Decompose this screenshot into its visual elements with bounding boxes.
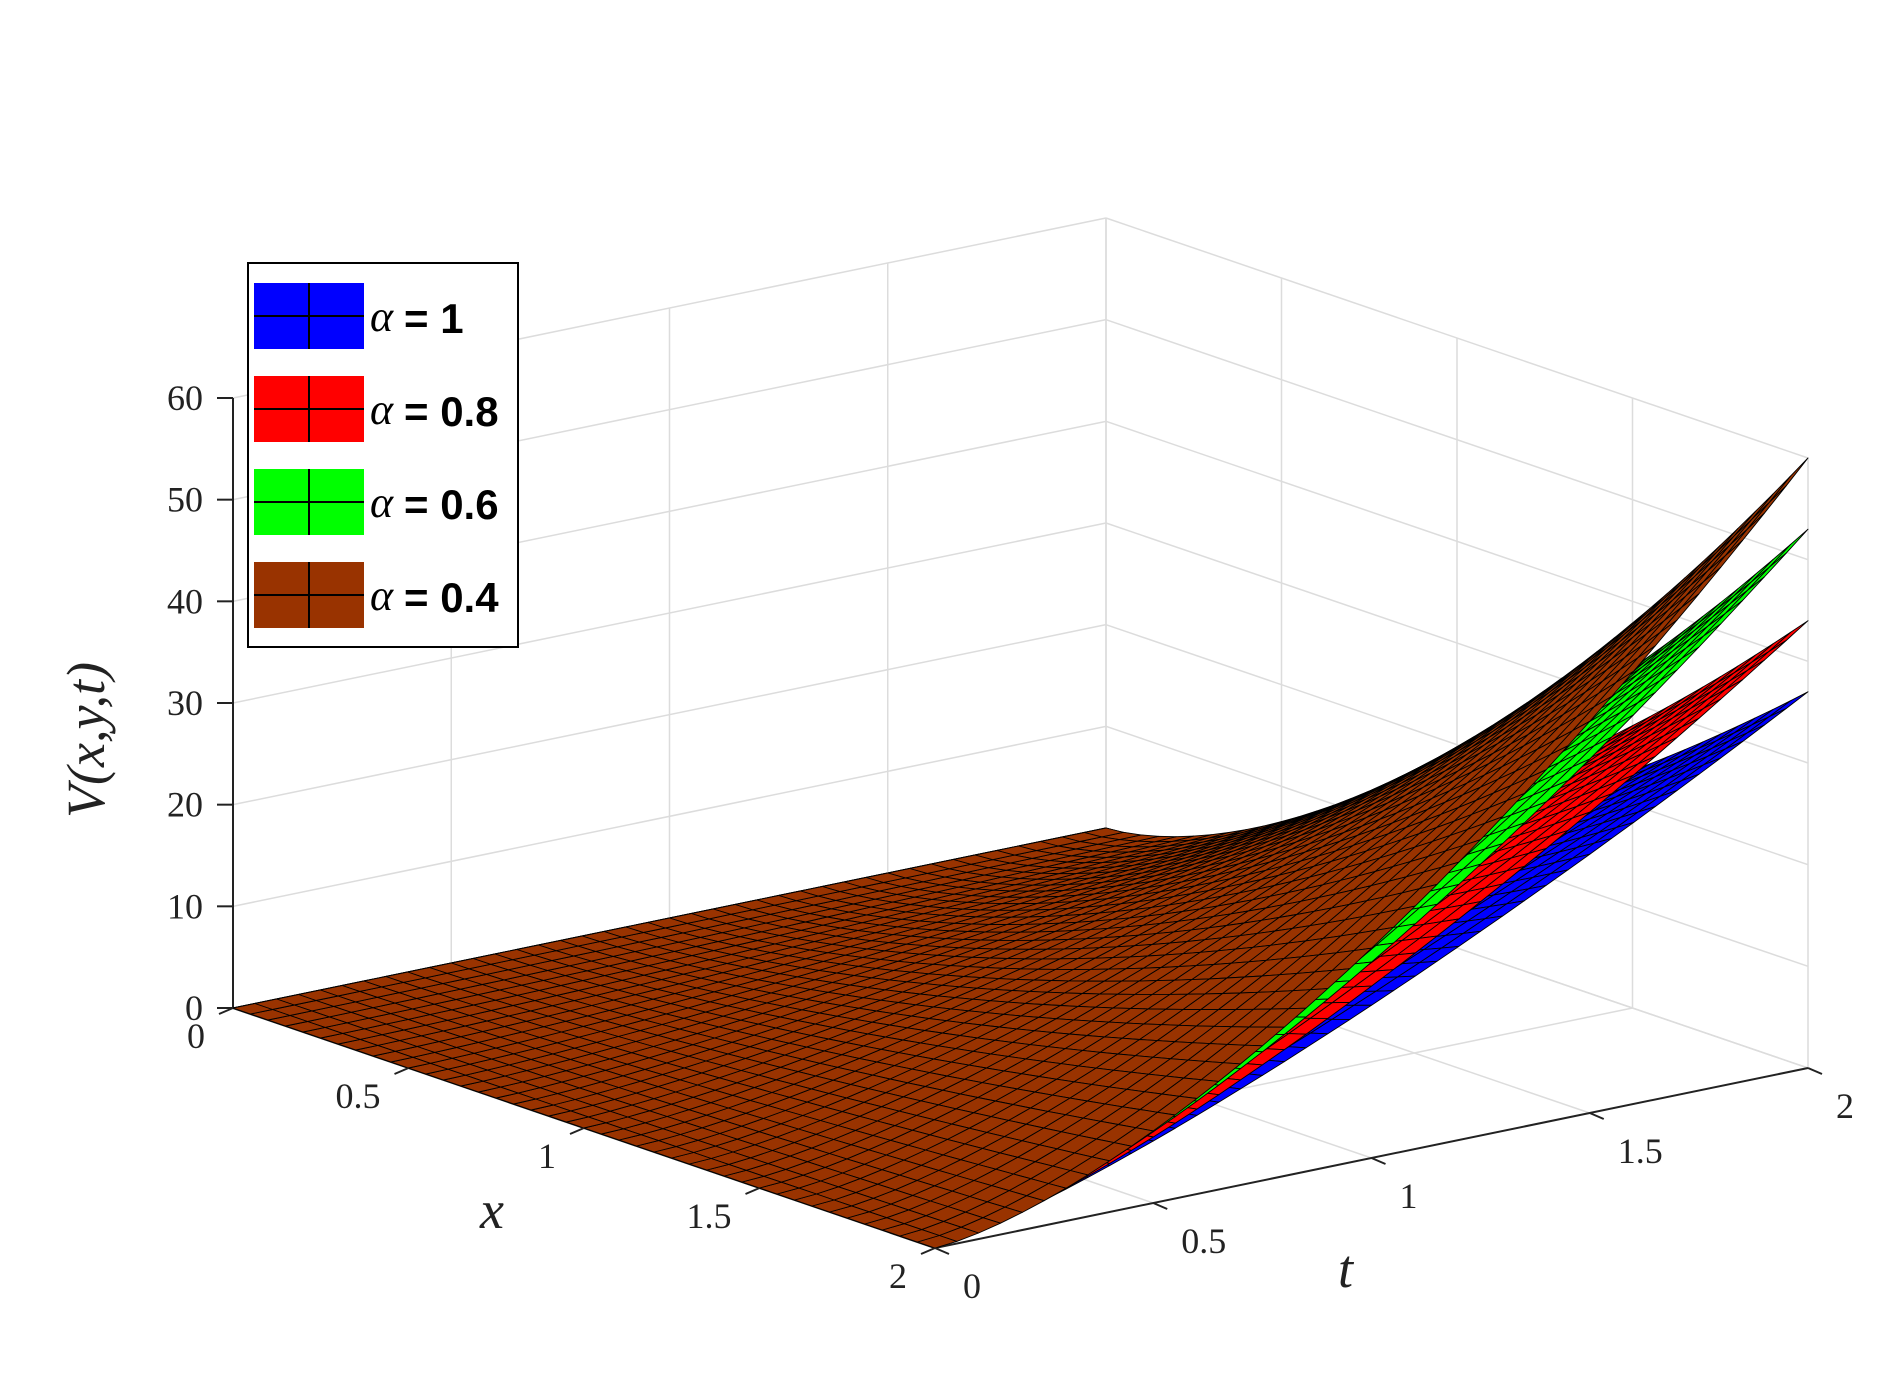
- grid-line: [1105, 420, 1809, 663]
- grid-line: [232, 725, 1107, 908]
- surfaces: [232, 457, 1809, 1249]
- surface-series: [232, 457, 1809, 1249]
- surface-patch: [1768, 691, 1809, 718]
- grid-line: [232, 522, 1107, 704]
- surface-patch: [1750, 700, 1791, 726]
- surface-patch: [1728, 651, 1770, 682]
- grid-line: [1105, 217, 1809, 459]
- grid-line: [232, 623, 1107, 806]
- grid-line: [1105, 318, 1809, 561]
- grid-line: [1105, 623, 1809, 866]
- surface-patch: [1746, 640, 1787, 672]
